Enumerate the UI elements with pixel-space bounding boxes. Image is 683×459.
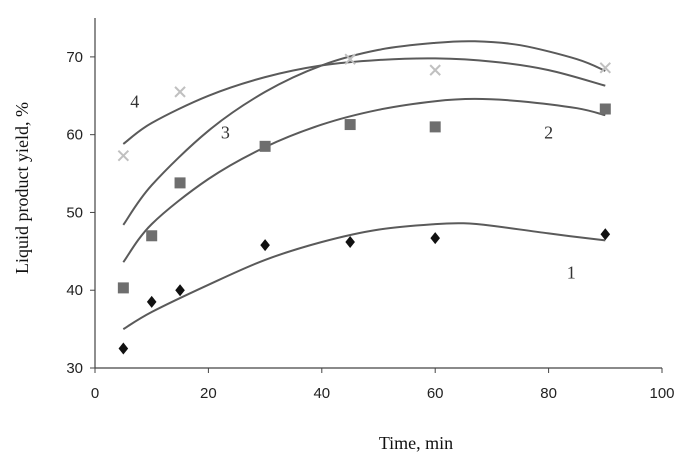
curve-label-4: 4	[130, 91, 139, 111]
x-tick-label: 100	[649, 385, 674, 402]
point-series-1	[175, 284, 185, 297]
x-tick-label: 20	[200, 385, 217, 402]
axes	[94, 18, 662, 369]
x-tick-label: 80	[540, 385, 557, 402]
point-series-4	[174, 86, 186, 98]
point-series-2	[117, 282, 129, 294]
data-points	[117, 53, 612, 355]
point-series-2	[146, 230, 158, 242]
y-tick-label: 70	[66, 49, 83, 66]
point-series-4	[117, 149, 130, 162]
x-tick-label: 0	[91, 385, 99, 402]
trend-line-3	[122, 40, 606, 226]
point-series-2	[259, 140, 271, 152]
trend-line-2	[122, 97, 606, 263]
point-series-2	[429, 121, 441, 133]
curve-label-1: 1	[567, 263, 576, 283]
ticks: 0 20 40 60 80 100 30 40 50 60 70	[66, 49, 674, 402]
point-series-1	[430, 232, 440, 245]
point-series-4	[429, 64, 441, 76]
curve-label-3: 3	[221, 123, 230, 143]
y-tick-label: 60	[66, 127, 83, 144]
y-tick-label: 30	[66, 360, 83, 377]
trend-line-4	[122, 57, 606, 145]
point-series-2	[599, 103, 611, 115]
point-series-2	[174, 177, 186, 189]
point-series-1	[600, 228, 611, 241]
y-tick-label: 50	[66, 204, 83, 221]
x-axis-title: Time, min	[379, 433, 453, 453]
point-series-2	[344, 119, 356, 131]
point-series-1	[260, 239, 270, 252]
point-series-4	[344, 53, 356, 65]
curve-label-2: 2	[544, 123, 553, 143]
y-tick-label: 40	[66, 282, 83, 299]
x-tick-label: 60	[427, 385, 444, 402]
curve-labels: 1 2 3 4	[130, 91, 576, 282]
point-series-4	[599, 62, 612, 74]
point-series-1	[146, 295, 157, 308]
point-series-1	[118, 342, 129, 355]
y-axis-title: Liquid product yield, %	[12, 102, 32, 274]
point-series-1	[345, 236, 355, 248]
trend-line-1	[122, 222, 606, 330]
x-tick-label: 40	[313, 385, 330, 402]
trend-lines	[122, 40, 606, 330]
